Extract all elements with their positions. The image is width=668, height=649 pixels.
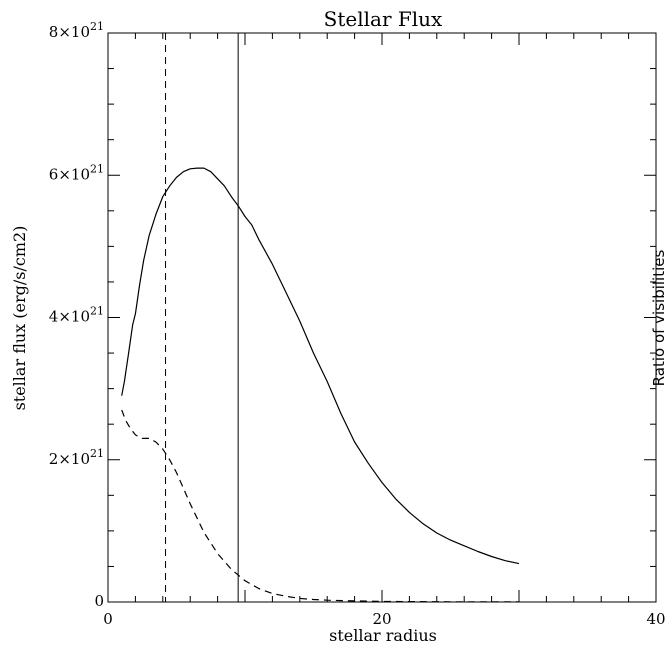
solid-flux-line xyxy=(121,167,520,565)
axis-ticks xyxy=(107,32,657,603)
plot-frame xyxy=(107,32,657,603)
y-tick-label: 8×1021 xyxy=(49,20,104,41)
x-tick-label: 20 xyxy=(372,610,391,628)
y-axis-label: stellar flux (erg/s/cm2) xyxy=(10,226,29,411)
y-tick-label: 0 xyxy=(94,592,104,610)
x-axis-label: stellar radius xyxy=(329,626,437,645)
dashed-flux-line xyxy=(121,409,520,603)
x-tick-labels: 0 20 40 xyxy=(103,610,665,628)
y-tick-label: 6×1021 xyxy=(49,162,104,183)
data-series xyxy=(121,167,520,603)
y-tick-label: 4×1021 xyxy=(49,305,104,326)
y-tick-labels: 0 2×1021 4×1021 6×1021 8×1021 xyxy=(49,20,104,610)
reference-lines xyxy=(165,33,239,602)
plot-border xyxy=(107,32,657,603)
chart-title: Stellar Flux xyxy=(324,7,443,31)
x-tick-label: 40 xyxy=(646,610,665,628)
y2-axis-label: Ratio of visibilities xyxy=(650,249,668,386)
y-tick-label: 2×1021 xyxy=(49,447,104,468)
x-tick-label: 0 xyxy=(103,610,113,628)
